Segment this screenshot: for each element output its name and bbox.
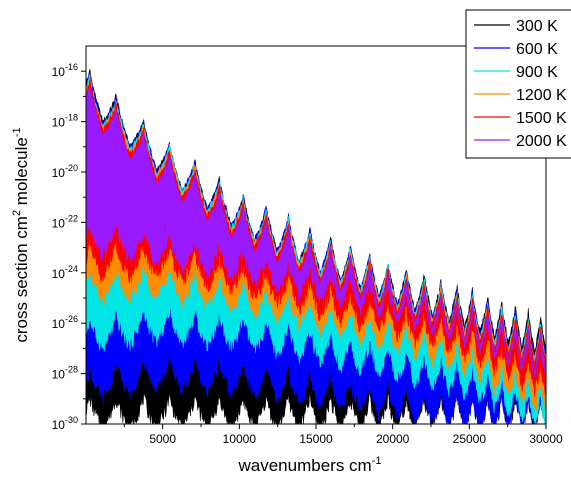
x-tick-label: 25000 [453, 432, 487, 446]
x-tick-label: 15000 [299, 432, 333, 446]
series-band-2000k [86, 87, 546, 379]
legend-label: 1500 K [516, 110, 567, 127]
legend-label: 600 K [516, 41, 558, 58]
y-tick-label: 10-18 [52, 113, 78, 130]
y-tick-label: 10-26 [52, 314, 78, 331]
y-tick-label: 10-20 [52, 163, 78, 180]
y-tick-label: 10-22 [52, 213, 78, 230]
legend-label: 1200 K [516, 87, 567, 104]
legend-label: 2000 K [516, 133, 567, 150]
legend-label: 900 K [516, 64, 558, 81]
y-tick-label: 10-28 [52, 365, 78, 382]
y-tick-label: 10-30 [52, 415, 78, 432]
x-tick-label: 5000 [149, 432, 176, 446]
legend-box [465, 9, 571, 159]
x-tick-label: 30000 [529, 432, 563, 446]
x-tick-label: 10000 [223, 432, 257, 446]
series-layer [86, 69, 546, 424]
y-tick-label: 10-24 [52, 264, 78, 281]
legend-label: 300 K [516, 18, 558, 35]
x-tick-label: 20000 [376, 432, 410, 446]
y-axis-label: cross section cm2 molecule-1 [11, 127, 31, 342]
y-tick-label: 10-16 [52, 62, 78, 79]
legend: 300 K 600 K 900 K 1200 K 1500 K 2000 K [465, 9, 571, 159]
x-axis-label: wavenumbers cm-1 [238, 455, 382, 475]
ticks-layer: 5000 10000 15000 20000 25000 30000 10-16 10-18 1… [52, 62, 563, 446]
